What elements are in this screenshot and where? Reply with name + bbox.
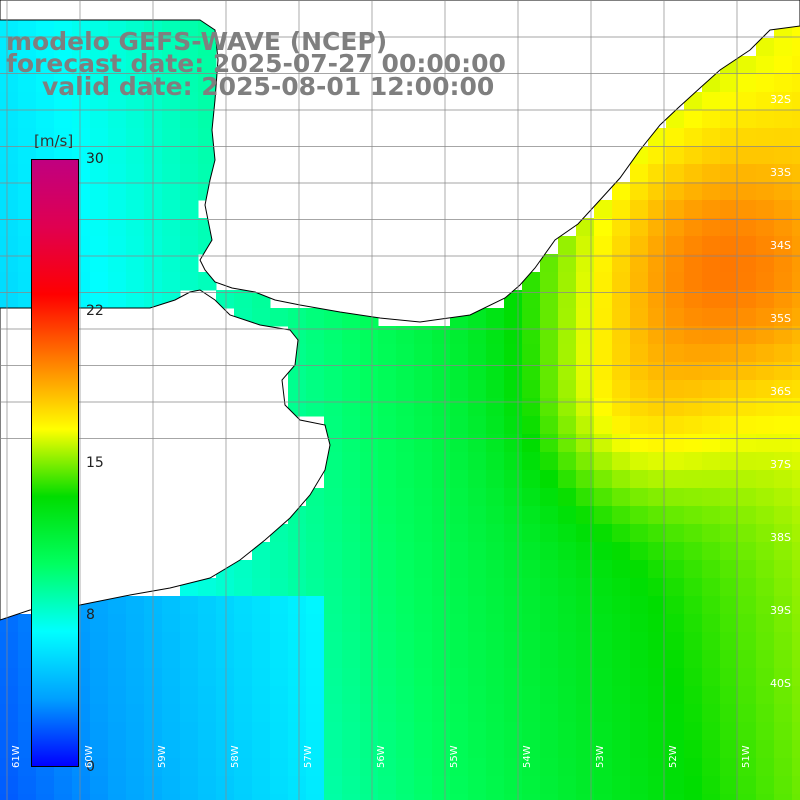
valid-date: valid date: 2025-08-01 12:00:00 [42, 72, 495, 101]
lon-label-52w: 52W [668, 745, 679, 768]
lat-label-40s: 40S [770, 677, 791, 690]
lon-label-54w: 54W [522, 745, 533, 768]
lon-label-53w: 53W [595, 745, 606, 768]
lat-label-34s: 34S [770, 239, 791, 252]
lon-label-55w: 55W [449, 745, 460, 768]
lat-label-38s: 38S [770, 531, 791, 544]
lat-label-35s: 35S [770, 312, 791, 325]
lon-label-59w: 59W [157, 745, 168, 768]
forecast-date: forecast date: 2025-07-27 00:00:00 [6, 49, 506, 78]
colorbar [31, 159, 79, 767]
lon-label-57w: 57W [303, 745, 314, 768]
lat-label-33s: 33S [770, 166, 791, 179]
colorbar-tick-22: 22 [86, 303, 104, 319]
lat-label-32s: 32S [770, 93, 791, 106]
lon-label-56w: 56W [376, 745, 387, 768]
lat-label-36s: 36S [770, 385, 791, 398]
map-title: modelo GEFS-WAVE (NCEP) [6, 27, 388, 56]
colorbar-tick-30: 30 [86, 151, 104, 167]
lon-label-51w: 51W [741, 745, 752, 768]
lon-label-58w: 58W [230, 745, 241, 768]
lon-label-61w: 61W [11, 745, 22, 768]
colorbar-tick-0: 0 [86, 759, 95, 775]
lon-label-60w: 60W [84, 745, 95, 768]
lat-label-39s: 39S [770, 604, 791, 617]
land-mask [0, 0, 800, 621]
colorbar-units-label: [m/s] [34, 132, 74, 150]
colorbar-tick-15: 15 [86, 455, 104, 471]
lat-label-37s: 37S [770, 458, 791, 471]
wind-speed-field [0, 20, 800, 800]
colorbar-tick-8: 8 [86, 607, 95, 623]
